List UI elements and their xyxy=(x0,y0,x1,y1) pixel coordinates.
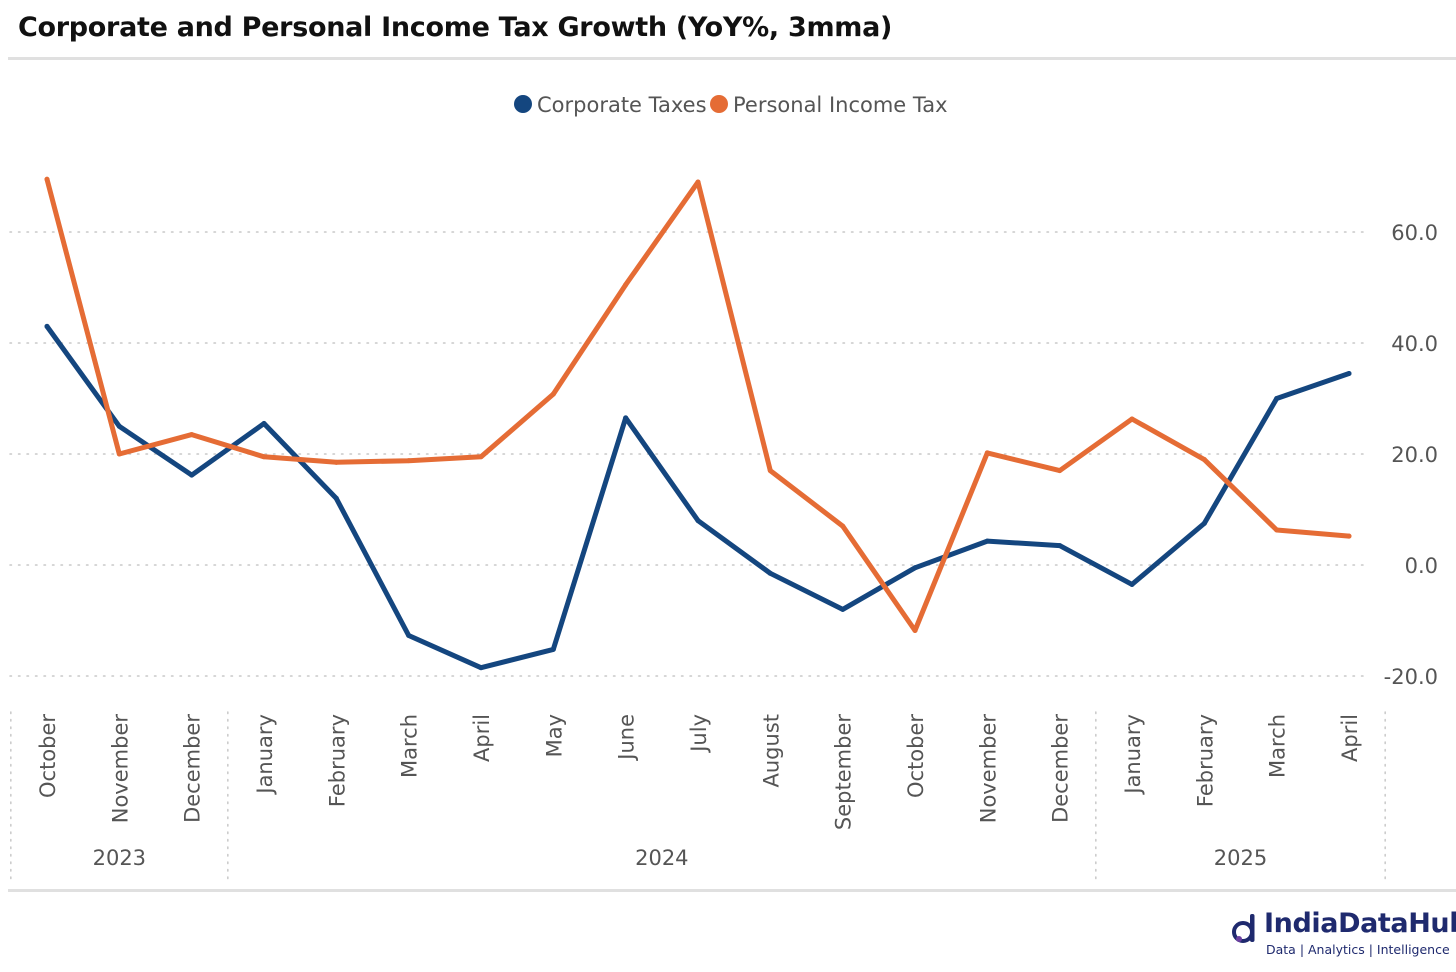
x-tick-label: October xyxy=(36,714,60,798)
data-point xyxy=(261,454,267,460)
year-group-label: 2023 xyxy=(93,846,146,870)
y-tick-label: 60.0 xyxy=(1391,221,1438,245)
brand-name: IndiaDataHub xyxy=(1264,908,1456,939)
legend: Corporate Taxes Personal Income Tax xyxy=(514,93,948,117)
y-axis-tick-labels: 60.0 40.0 20.0 0.0 -20.0 xyxy=(1384,221,1438,689)
data-point xyxy=(912,627,918,633)
legend-marker xyxy=(514,95,532,113)
data-point xyxy=(695,179,701,185)
brand-logo-icon xyxy=(1232,914,1255,943)
data-point xyxy=(44,176,50,182)
data-point xyxy=(1129,581,1135,587)
x-tick-label: May xyxy=(542,714,566,757)
data-point xyxy=(478,665,484,671)
data-point xyxy=(1129,416,1135,422)
x-tick-label: July xyxy=(687,714,711,754)
x-tick-label: March xyxy=(398,714,422,778)
chart-title: Corporate and Personal Income Tax Growth… xyxy=(18,12,893,43)
x-tick-label: August xyxy=(759,714,783,788)
data-point xyxy=(840,523,846,529)
data-point xyxy=(1057,543,1063,549)
x-tick-label: April xyxy=(1338,714,1362,762)
legend-label: Corporate Taxes xyxy=(537,93,707,117)
x-tick-label: January xyxy=(1121,714,1145,796)
x-tick-label: September xyxy=(832,714,856,830)
x-tick-label: November xyxy=(108,714,132,824)
data-point xyxy=(116,451,122,457)
personal-income-tax-line xyxy=(44,176,1352,633)
x-tick-label: March xyxy=(1266,714,1290,778)
y-tick-label: 0.0 xyxy=(1405,554,1438,578)
data-point xyxy=(333,495,339,501)
data-point xyxy=(840,606,846,612)
data-point xyxy=(623,282,629,288)
data-point xyxy=(406,632,412,638)
data-point xyxy=(550,646,556,652)
data-point xyxy=(1346,533,1352,539)
legend-label: Personal Income Tax xyxy=(733,93,948,117)
data-point xyxy=(1274,527,1280,533)
data-point xyxy=(1274,396,1280,401)
top-divider xyxy=(8,57,1456,60)
data-point xyxy=(623,415,629,421)
data-point xyxy=(912,565,918,571)
data-point xyxy=(189,472,195,478)
data-point xyxy=(695,518,701,524)
data-point xyxy=(984,450,990,456)
x-tick-label: December xyxy=(1049,714,1073,823)
x-tick-label: February xyxy=(325,714,349,807)
y-tick-label: -20.0 xyxy=(1384,665,1438,689)
data-point xyxy=(478,454,484,460)
data-point xyxy=(550,391,556,397)
x-tick-label: October xyxy=(904,714,928,798)
y-tick-label: 20.0 xyxy=(1391,443,1438,467)
corporate-taxes-line xyxy=(44,323,1352,671)
data-point xyxy=(44,323,50,329)
series-lines xyxy=(44,176,1352,671)
data-point xyxy=(116,423,122,429)
bottom-divider xyxy=(8,889,1456,892)
legend-marker xyxy=(710,95,728,113)
x-tick-label: April xyxy=(470,714,494,762)
data-point xyxy=(1201,457,1207,463)
data-point xyxy=(333,459,339,465)
x-tick-label: June xyxy=(615,714,639,762)
data-point xyxy=(1201,520,1207,526)
data-point xyxy=(1346,371,1352,377)
data-point xyxy=(984,538,990,544)
x-tick-label: November xyxy=(976,714,1000,824)
line-chart: Corporate Taxes Personal Income Tax 60.0 4… xyxy=(9,93,1438,881)
data-point xyxy=(406,458,412,464)
data-point xyxy=(767,468,773,474)
x-tick-label: January xyxy=(253,714,277,796)
data-point xyxy=(1057,468,1063,474)
gridlines xyxy=(9,231,1366,677)
x-axis: October November December January February Ma… xyxy=(10,711,1386,881)
year-group-label: 2025 xyxy=(1214,846,1267,870)
brand-tagline: Data | Analytics | Intelligence xyxy=(1266,942,1450,957)
data-point xyxy=(767,570,773,576)
brand-logo: IndiaDataHub Data | Analytics | Intellig… xyxy=(1230,906,1456,966)
year-group-label: 2024 xyxy=(635,846,688,870)
x-tick-label: December xyxy=(181,714,205,823)
y-tick-label: 40.0 xyxy=(1391,332,1438,356)
data-point xyxy=(189,432,195,438)
x-tick-label: February xyxy=(1193,714,1217,807)
data-point xyxy=(261,420,267,426)
